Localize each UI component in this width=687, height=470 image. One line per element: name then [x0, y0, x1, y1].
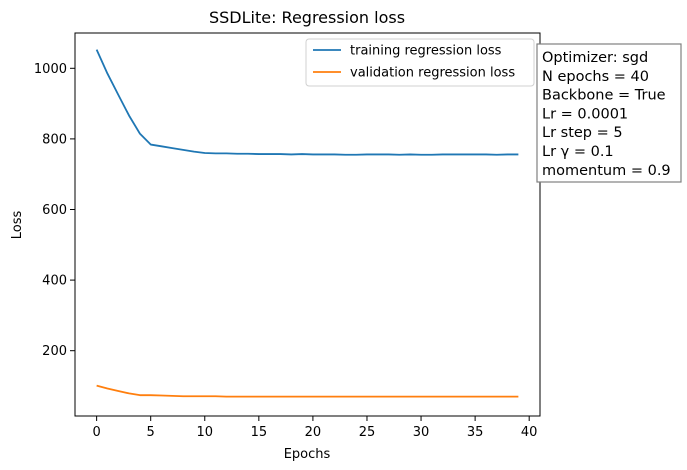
x-tick-label: 0: [92, 425, 100, 440]
x-tick-label: 40: [521, 425, 538, 440]
x-tick-label: 30: [413, 425, 430, 440]
info-box-line: N epochs = 40: [542, 69, 649, 85]
y-tick-label: 1000: [34, 62, 67, 77]
series-line-training: [95, 49, 519, 156]
info-box-line: Optimizer: sgd: [542, 50, 648, 66]
x-tick-label: 15: [251, 425, 268, 440]
y-tick-label: 200: [42, 344, 67, 359]
x-tick-label: 5: [147, 425, 155, 440]
y-tick-label: 600: [42, 203, 67, 218]
info-box-frame: [536, 43, 682, 183]
info-box-line: Lr = 0.0001: [542, 106, 628, 122]
x-axis: 0 5 10 15 20 25 30 35 40: [92, 416, 537, 440]
x-tick-label: 25: [359, 425, 376, 440]
x-axis-label: Epochs: [284, 447, 331, 462]
series-group: [95, 49, 519, 398]
legend-label: training regression loss: [350, 44, 502, 59]
info-box-line: momentum = 0.9: [542, 163, 671, 179]
info-box-line: Lr step = 5: [542, 125, 623, 141]
x-tick-label: 35: [467, 425, 484, 440]
y-tick-label: 800: [42, 132, 67, 147]
info-box-line: Backbone = True: [542, 88, 666, 104]
legend-frame: [305, 38, 535, 87]
y-axis: 200 400 600 800 1000: [34, 62, 75, 359]
x-tick-label: 10: [196, 425, 213, 440]
x-tick-label: 20: [305, 425, 322, 440]
y-axis-label: Loss: [10, 211, 25, 240]
axes-frame: [74, 32, 541, 417]
series-line-validation: [96, 384, 519, 398]
info-box: Optimizer: sgd N epochs = 40 Backbone = Tr…: [536, 43, 682, 183]
y-tick-label: 400: [42, 274, 67, 289]
legend-label: validation regression loss: [350, 66, 515, 81]
info-box-line: Lr γ = 0.1: [542, 144, 614, 160]
legend: training regression loss validation regre…: [305, 38, 535, 87]
chart-title: SSDLite: Regression loss: [209, 8, 405, 27]
